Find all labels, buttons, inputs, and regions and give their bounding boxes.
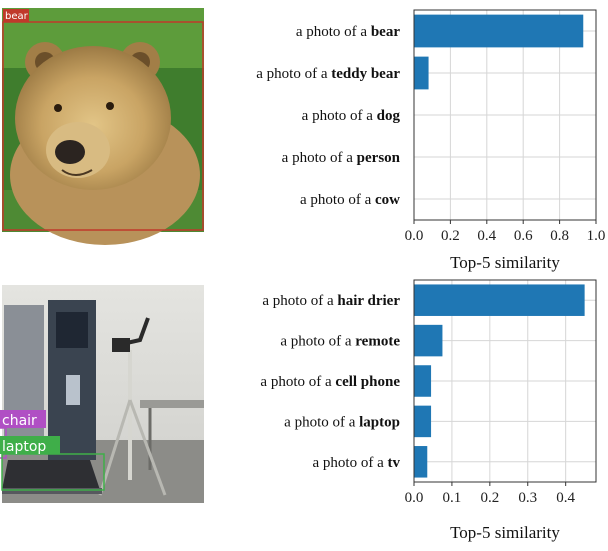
category-name: dog	[377, 108, 401, 124]
bar	[414, 405, 432, 438]
x-tick-label: 0.0	[405, 490, 424, 506]
plot-frame	[413, 279, 597, 483]
category-label: a photo of a cell phone	[260, 374, 400, 390]
category-label: a photo of a tv	[313, 455, 401, 471]
bear-detections: bear	[2, 9, 204, 231]
x-tick-label: 0.1	[443, 490, 462, 506]
room-detections: chair laptop	[0, 410, 105, 491]
x-tick-label: 0.3	[518, 490, 537, 506]
bar	[414, 324, 443, 357]
category-label: a photo of a remote	[280, 334, 400, 350]
category-prefix: a photo of a	[256, 66, 331, 82]
category-prefix: a photo of a	[282, 150, 357, 166]
category-label: a photo of a hair drier	[262, 293, 400, 309]
detection-tag-bg-chair	[0, 410, 46, 428]
plot-frame	[413, 9, 597, 221]
detection-label-chair: chair	[2, 413, 37, 429]
category-name: teddy bear	[331, 66, 400, 82]
x-axis-label: Top-5 similarity	[450, 523, 560, 542]
category-label: a photo of a teddy bear	[256, 66, 400, 82]
bar	[414, 14, 584, 48]
category-prefix: a photo of a	[296, 24, 371, 40]
category-prefix: a photo of a	[280, 334, 355, 350]
room-photo	[2, 285, 204, 503]
x-tick-label: 1.0	[587, 228, 606, 244]
detection-tag-bg-bear	[3, 9, 29, 22]
category-name: bear	[371, 24, 401, 40]
x-tick-label: 0.2	[480, 490, 499, 506]
category-prefix: a photo of a	[284, 414, 359, 430]
category-prefix: a photo of a	[313, 455, 388, 471]
x-tick-label: 0.2	[441, 228, 460, 244]
category-name: person	[357, 150, 401, 166]
detection-box-bear	[2, 21, 204, 231]
detection-label-laptop: laptop	[2, 439, 46, 455]
x-tick-label: 0.0	[405, 228, 424, 244]
bar	[414, 56, 429, 90]
bear-photo	[2, 8, 204, 245]
x-tick-label: 0.4	[556, 490, 575, 506]
bar	[414, 284, 585, 316]
category-name: tv	[388, 455, 401, 471]
detection-tag-bg-laptop	[0, 436, 60, 454]
bar	[414, 365, 432, 397]
category-name: cell phone	[335, 374, 400, 390]
x-tick-label: 0.6	[514, 228, 533, 244]
category-name: cow	[375, 192, 400, 208]
category-name: hair drier	[337, 293, 400, 309]
category-prefix: a photo of a	[302, 108, 377, 124]
x-axis-label: Top-5 similarity	[450, 253, 560, 272]
category-name: remote	[355, 334, 400, 350]
category-label: a photo of a cow	[300, 192, 400, 208]
detection-label-bear: bear	[5, 11, 29, 22]
x-tick-label: 0.8	[550, 228, 569, 244]
bar	[414, 446, 428, 478]
category-prefix: a photo of a	[300, 192, 375, 208]
category-prefix: a photo of a	[260, 374, 335, 390]
category-prefix: a photo of a	[262, 293, 337, 309]
category-name: laptop	[359, 414, 400, 430]
x-tick-label: 0.4	[477, 228, 496, 244]
category-label: a photo of a bear	[296, 24, 400, 40]
category-label: a photo of a dog	[302, 108, 401, 124]
category-label: a photo of a person	[282, 150, 401, 166]
category-label: a photo of a laptop	[284, 414, 400, 430]
